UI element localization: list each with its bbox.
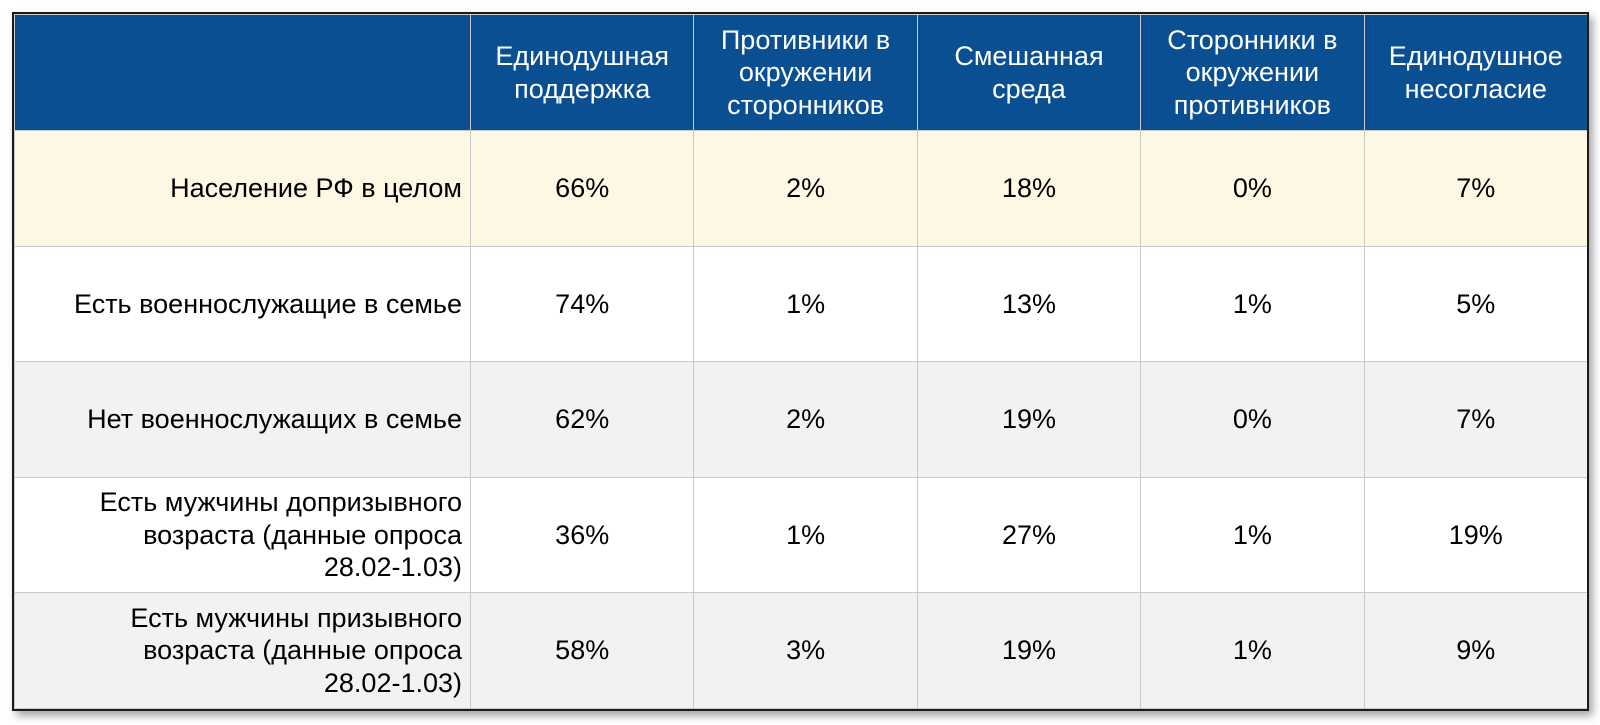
- cell-value: 19%: [916, 361, 1142, 478]
- table-row-no-military-in-family: Нет военнослужащих в семье 62% 2% 19% 0%…: [14, 361, 1587, 478]
- data-table: Единодушная поддержка Противники в окруж…: [14, 14, 1587, 709]
- cell-value: 66%: [469, 130, 695, 247]
- table-row-military-in-family: Есть военнослужащие в семье 74% 1% 13% 1…: [14, 245, 1587, 363]
- cell-value: 62%: [469, 361, 695, 478]
- cell-value: 36%: [469, 476, 695, 594]
- row-label: Есть мужчины призывного возраста (данные…: [14, 592, 471, 709]
- cell-value: 2%: [693, 361, 918, 478]
- cell-value: 13%: [916, 245, 1142, 363]
- column-header-opponents-among-supporters: Противники в окружении сторонников: [693, 14, 918, 131]
- cell-value: 3%: [693, 592, 918, 709]
- cell-value: 7%: [1363, 361, 1587, 478]
- cell-value: 0%: [1140, 130, 1365, 247]
- column-header-unanimous-disagreement: Единодушное несогласие: [1363, 14, 1587, 131]
- cell-value: 19%: [916, 592, 1142, 709]
- cell-value: 1%: [693, 245, 918, 363]
- cell-value: 1%: [1140, 245, 1365, 363]
- column-header-supporters-among-opponents: Сторонники в окружении противников: [1140, 14, 1365, 131]
- cell-value: 27%: [916, 476, 1142, 594]
- row-label: Есть мужчины допризывного возраста (данн…: [14, 476, 471, 594]
- header-row: Единодушная поддержка Противники в окруж…: [14, 14, 1587, 131]
- cell-value: 1%: [1140, 592, 1365, 709]
- cell-value: 5%: [1363, 245, 1587, 363]
- row-label: Есть военнослужащие в семье: [14, 245, 471, 363]
- header-corner-cell: [14, 14, 471, 131]
- column-header-mixed-environment: Смешанная среда: [916, 14, 1142, 131]
- cell-value: 7%: [1363, 130, 1587, 247]
- cell-value: 18%: [916, 130, 1142, 247]
- table-row-pre-conscription-men: Есть мужчины допризывного возраста (данн…: [14, 476, 1587, 594]
- cell-value: 19%: [1363, 476, 1587, 594]
- cell-value: 1%: [693, 476, 918, 594]
- cell-value: 74%: [469, 245, 695, 363]
- cell-value: 1%: [1140, 476, 1365, 594]
- cell-value: 0%: [1140, 361, 1365, 478]
- table-row-population-total: Население РФ в целом 66% 2% 18% 0% 7%: [14, 130, 1587, 247]
- cell-value: 58%: [469, 592, 695, 709]
- cell-value: 2%: [693, 130, 918, 247]
- column-header-unanimous-support: Единодушная поддержка: [469, 14, 695, 131]
- row-label: Население РФ в целом: [14, 130, 471, 247]
- table-frame: Единодушная поддержка Противники в окруж…: [12, 12, 1589, 711]
- table-row-conscription-age-men: Есть мужчины призывного возраста (данные…: [14, 592, 1587, 709]
- row-label: Нет военнослужащих в семье: [14, 361, 471, 478]
- cell-value: 9%: [1363, 592, 1587, 709]
